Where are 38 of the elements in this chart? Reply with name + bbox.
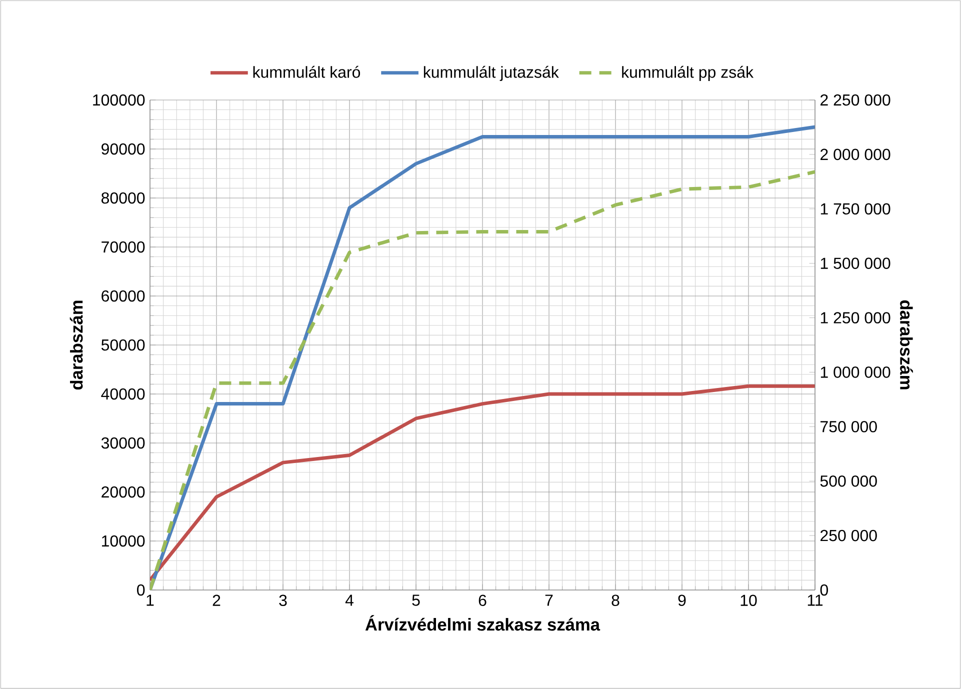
x-tick-label: 3 (279, 594, 287, 606)
y2-axis-title: darabszám (900, 300, 913, 390)
x-tick-label: 5 (412, 594, 420, 606)
x-tick-label: 11 (808, 594, 823, 606)
y-tick-label: 70000 (102, 241, 145, 253)
y2-tick-label: 500 000 (820, 475, 877, 487)
x-axis-title: Árvízvédelmi szakasz száma (365, 615, 600, 631)
x-tick-label: 9 (678, 594, 686, 606)
legend-label: kummulált pp zsák (622, 66, 754, 82)
x-tick-label: 6 (478, 594, 486, 606)
y2-tick-label: 1 500 000 (820, 258, 890, 269)
y2-tick-label: 0 (820, 584, 828, 596)
legend-label: kummulált karó (253, 66, 360, 78)
y-tick-label: 10000 (102, 535, 145, 547)
legend-label: kummulált jutazsák (424, 66, 559, 82)
y-tick-label: 60000 (102, 290, 145, 302)
y2-tick-label: 1 750 000 (820, 203, 890, 215)
y2-tick-label: 1 000 000 (820, 366, 890, 378)
y-tick-label: 0 (137, 584, 145, 596)
y-tick-label: 40000 (101, 388, 145, 400)
x-tick-label: 10 (740, 594, 757, 606)
y-tick-label: 30000 (101, 437, 145, 449)
y-tick-label: 100000 (93, 94, 145, 106)
y-tick-label: 50000 (101, 339, 145, 351)
y2-tick-label: 1 250 000 (820, 312, 890, 324)
y2-tick-label: 750 000 (820, 420, 877, 432)
x-tick-label: 4 (345, 594, 354, 606)
x-tick-label: 1 (146, 594, 154, 606)
y2-tick-label: 2 250 000 (820, 94, 890, 106)
y-tick-label: 80000 (101, 192, 145, 204)
y-tick-label: 20000 (102, 486, 145, 498)
x-tick-label: 2 (212, 594, 220, 606)
x-tick-label: 8 (612, 594, 620, 606)
y2-tick-label: 250 000 (820, 530, 877, 542)
x-tick-label: 7 (545, 594, 553, 606)
y-tick-label: 90000 (102, 143, 145, 155)
y-axis-title: darabszám (70, 300, 83, 390)
y2-tick-label: 2 000 000 (820, 148, 890, 160)
